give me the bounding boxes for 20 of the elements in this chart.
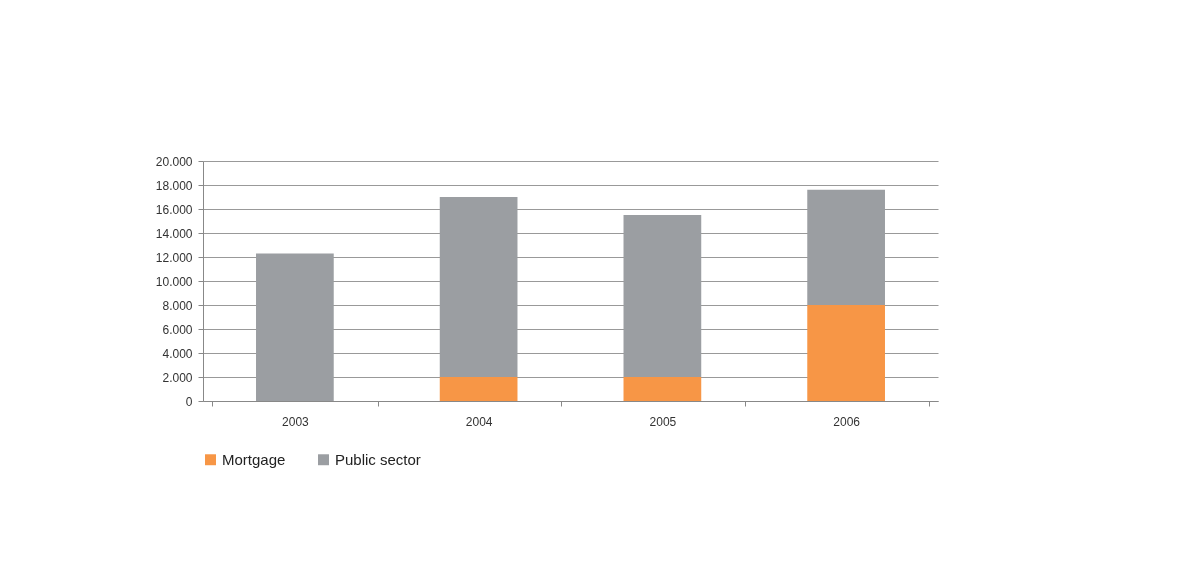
- y-tick-label: 18.000: [155, 178, 193, 193]
- y-tick-label: 6.000: [162, 322, 193, 337]
- x-tick-label: 2006: [833, 414, 861, 429]
- y-tick-label: 4.000: [162, 346, 193, 361]
- y-tick-label: 8.000: [162, 298, 193, 313]
- legend-label: Public sector: [335, 450, 421, 468]
- x-tick-label: 2004: [465, 414, 493, 429]
- y-tick-label: 20.000: [155, 154, 193, 169]
- legend-label: Mortgage: [222, 450, 286, 468]
- y-tick-label: 14.000: [155, 226, 193, 241]
- x-tick-label: 2005: [649, 414, 677, 429]
- y-tick-label: 12.000: [155, 250, 193, 265]
- y-tick-label: 0: [185, 394, 193, 409]
- x-tick-label: 2003: [282, 414, 310, 429]
- bar: [807, 305, 885, 401]
- bar: [623, 377, 702, 401]
- bar: [439, 377, 518, 401]
- y-tick-label: 10.000: [155, 274, 193, 289]
- y-tick-label: 2.000: [162, 370, 193, 385]
- y-tick-label: 16.000: [155, 202, 193, 217]
